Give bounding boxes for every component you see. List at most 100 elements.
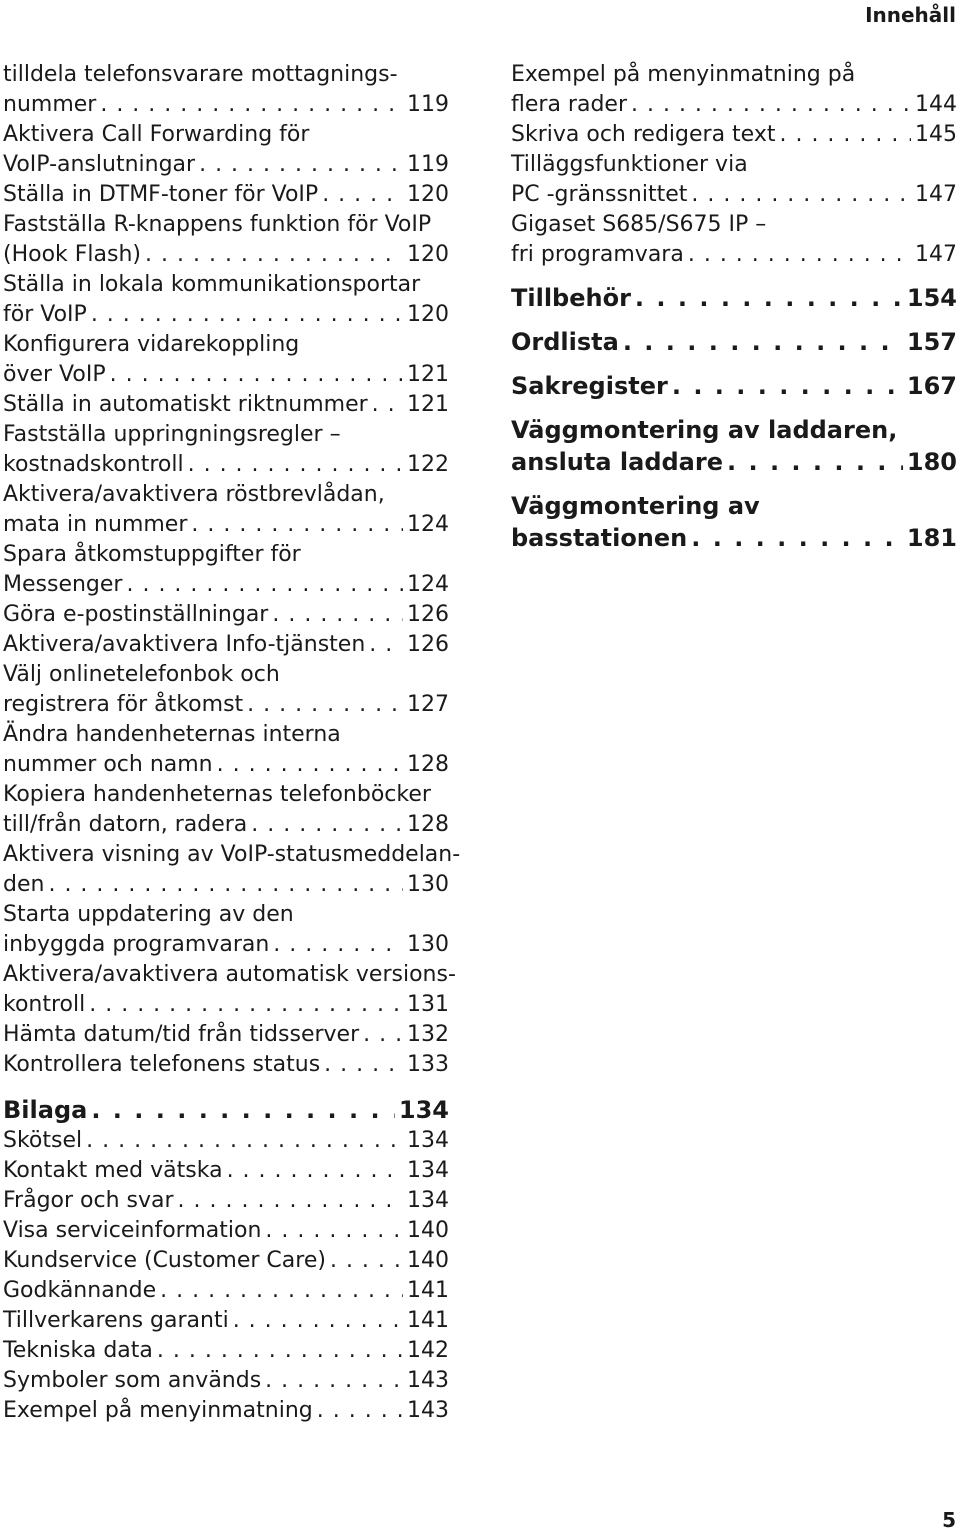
- toc-entry[interactable]: Ställa in DTMF-toner för VoIP 120: [3, 180, 449, 210]
- toc-entry-title: den: [3, 872, 45, 897]
- toc-entry[interactable]: Ställa in automatiskt riktnummer 121: [3, 390, 449, 420]
- toc-entry[interactable]: Konfigurera vidarekoppling över VoIP 121: [3, 330, 449, 390]
- toc-page-number: 134: [407, 1128, 449, 1153]
- toc-entry[interactable]: Skötsel 134: [3, 1126, 449, 1156]
- toc-entry[interactable]: Ställa in lokala kommunikationsportar för…: [3, 270, 449, 330]
- toc-page-number: 147: [915, 182, 957, 207]
- toc-entry-title: Ställa in automatiskt riktnummer: [3, 392, 368, 417]
- toc-entry-title: Aktivera Call Forwarding för: [3, 122, 310, 147]
- toc-entry-title: Tillbehör: [511, 284, 631, 312]
- dot-leader: [110, 360, 403, 390]
- toc-entry[interactable]: Ändra handenheternas interna nummer och n…: [3, 720, 449, 780]
- toc-chapter[interactable]: Bilaga 134: [3, 1094, 449, 1126]
- toc-entry[interactable]: Göra e-postinställningar 126: [3, 600, 449, 630]
- toc-entry[interactable]: Gigaset S685/S675 IP – fri programvara 147: [511, 210, 957, 270]
- toc-entry-line: Konfigurera vidarekoppling: [3, 330, 449, 360]
- toc-entry[interactable]: Starta uppdatering av den inbyggda progra…: [3, 900, 449, 960]
- toc-entry-line: basstationen 181: [511, 522, 957, 554]
- toc-page-number: 143: [407, 1398, 449, 1423]
- toc-entry[interactable]: Hämta datum/tid från tidsserver 132: [3, 1020, 449, 1050]
- dot-leader: [160, 1276, 403, 1306]
- toc-entry-line: Aktivera/avaktivera röstbrevlådan,: [3, 480, 449, 510]
- toc-page-number: 180: [906, 448, 957, 476]
- toc-entry[interactable]: Fastställa uppringningsregler – kostnadsk…: [3, 420, 449, 480]
- toc-page-number: 126: [407, 602, 449, 627]
- toc-entry-line: Aktivera/avaktivera Info-tjänsten 126: [3, 630, 449, 660]
- toc-entry-title: Kopiera handenheternas telefonböcker: [3, 782, 431, 807]
- toc-entry-line: tilldela telefonsvarare mottagnings-: [3, 60, 449, 90]
- dot-leader: [691, 522, 903, 554]
- toc-entry[interactable]: Tilläggsfunktioner via PC -gränssnittet 14…: [511, 150, 957, 210]
- toc-entry-line: Hämta datum/tid från tidsserver 132: [3, 1020, 449, 1050]
- toc-entry-title: tilldela telefonsvarare mottagnings-: [3, 62, 398, 87]
- toc-entry[interactable]: Visa serviceinformation 140: [3, 1216, 449, 1246]
- dot-leader: [631, 90, 911, 120]
- toc-entry-title: VoIP-anslutningar: [3, 152, 196, 177]
- toc-entry-title: Hämta datum/tid från tidsserver: [3, 1022, 360, 1047]
- toc-page-number: 126: [407, 632, 449, 657]
- toc-entry-title: Spara åtkomstuppgifter för: [3, 542, 301, 567]
- toc-chapter[interactable]: Väggmontering av basstationen 181: [511, 490, 957, 554]
- dot-leader: [217, 750, 403, 780]
- toc-entry[interactable]: Aktivera/avaktivera röstbrevlådan, mata i…: [3, 480, 449, 540]
- toc-page-number: 124: [407, 512, 449, 537]
- toc-page-number: 122: [407, 452, 449, 477]
- toc-entry-line: över VoIP 121: [3, 360, 449, 390]
- dot-leader: [91, 300, 403, 330]
- toc-entry-line: Exempel på menyinmatning på: [511, 60, 957, 90]
- toc-entry[interactable]: tilldela telefonsvarare mottagnings-numm…: [3, 60, 449, 120]
- toc-entry-line: Fastställa uppringningsregler –: [3, 420, 449, 450]
- toc-entry[interactable]: Aktivera/avaktivera automatisk versions-…: [3, 960, 456, 1020]
- toc-chapter[interactable]: Sakregister 167: [511, 370, 957, 402]
- toc-entry[interactable]: Kontakt med vätska 134: [3, 1156, 449, 1186]
- toc-entry-title: fri programvara: [511, 242, 684, 267]
- toc-entry[interactable]: Symboler som används 143: [3, 1366, 449, 1396]
- dot-leader: [363, 1020, 403, 1050]
- toc-page-number: 119: [407, 152, 449, 177]
- toc-entry-title: Göra e-postinställningar: [3, 602, 269, 627]
- toc-entry-line: Ställa in automatiskt riktnummer 121: [3, 390, 449, 420]
- toc-chapter[interactable]: Väggmontering av laddaren, ansluta laddar…: [511, 414, 957, 478]
- toc-entry[interactable]: Fastställa R-knappens funktion för VoIP (…: [3, 210, 449, 270]
- toc-entry-title: Sakregister: [511, 372, 668, 400]
- header-title: Innehåll: [865, 3, 956, 27]
- dot-leader: [372, 390, 403, 420]
- toc-entry[interactable]: Skriva och redigera text 145: [511, 120, 957, 150]
- toc-entry-line: Godkännande 141: [3, 1276, 449, 1306]
- toc-entry[interactable]: Godkännande 141: [3, 1276, 449, 1306]
- toc-entry-title: Konfigurera vidarekoppling: [3, 332, 300, 357]
- toc-entry[interactable]: Exempel på menyinmatning 143: [3, 1396, 449, 1426]
- toc-entry[interactable]: Spara åtkomstuppgifter för Messenger 124: [3, 540, 449, 600]
- dot-leader: [330, 1246, 403, 1276]
- dot-leader: [635, 282, 903, 314]
- toc-entry[interactable]: Exempel på menyinmatning på flera rader 14…: [511, 60, 957, 120]
- toc-entry-title: över VoIP: [3, 362, 106, 387]
- toc-entry[interactable]: Tillverkarens garanti 141: [3, 1306, 449, 1336]
- toc-page-number: 128: [407, 752, 449, 777]
- toc-entry-title: Skriva och redigera text: [511, 122, 776, 147]
- toc-entry-line: Bilaga 134: [3, 1094, 449, 1126]
- toc-entry-title: flera rader: [511, 92, 627, 117]
- toc-entry-title: Väggmontering av laddaren,: [511, 416, 898, 444]
- toc-entry[interactable]: Aktivera Call Forwarding för VoIP-anslutn…: [3, 120, 449, 180]
- toc-chapter[interactable]: Ordlista 157: [511, 326, 957, 358]
- toc-entry[interactable]: Tekniska data 142: [3, 1336, 449, 1366]
- toc-entry[interactable]: Välj onlinetelefonbok och registrera för …: [3, 660, 449, 720]
- toc-entry[interactable]: Kontrollera telefonens status 133: [3, 1050, 449, 1080]
- toc-entry[interactable]: Kopiera handenheternas telefonböcker till…: [3, 780, 449, 840]
- toc-entry[interactable]: Aktivera/avaktivera Info-tjänsten 126: [3, 630, 449, 660]
- toc-entry-line: Tilläggsfunktioner via: [511, 150, 957, 180]
- toc-chapter[interactable]: Tillbehör 154: [511, 282, 957, 314]
- toc-entry-title: Tilläggsfunktioner via: [511, 152, 748, 177]
- toc-page-number: 134: [407, 1188, 449, 1213]
- toc-entry-line: Spara åtkomstuppgifter för: [3, 540, 449, 570]
- toc-entry[interactable]: Kundservice (Customer Care) 140: [3, 1246, 449, 1276]
- toc-entry-line: PC -gränssnittet 147: [511, 180, 957, 210]
- dot-leader: [227, 1156, 403, 1186]
- toc-page-number: 140: [407, 1248, 449, 1273]
- dot-leader: [145, 240, 403, 270]
- toc-entry[interactable]: Frågor och svar 134: [3, 1186, 449, 1216]
- toc-entry-line: nummer 119: [3, 90, 449, 120]
- toc-entry[interactable]: Aktivera visning av VoIP-statusmeddelan-…: [3, 840, 460, 900]
- toc-entry-title: Ställa in DTMF-toner för VoIP: [3, 182, 319, 207]
